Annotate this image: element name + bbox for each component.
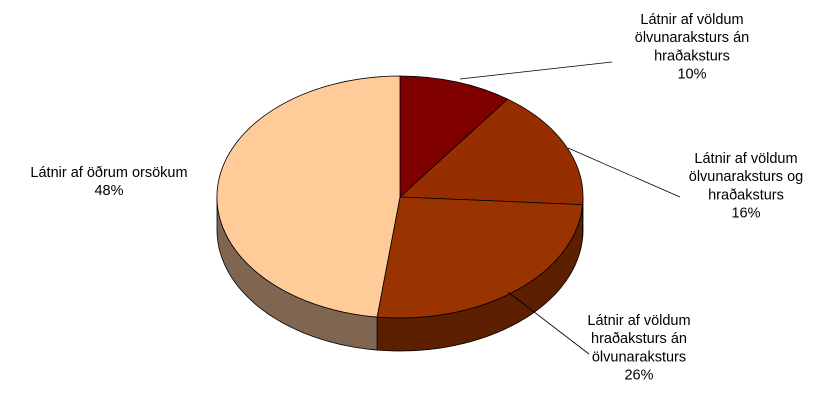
pie-slice-0 [399, 75, 508, 198]
slice-label: hraðaksturs [654, 48, 730, 64]
slice-label: ölvunaraksturs [592, 349, 686, 365]
slice-label: Látnir af völdum [587, 313, 690, 329]
slice-label: Látnir af völdum [640, 12, 743, 28]
leader-line [459, 61, 613, 80]
slice-label: Látnir af öðrum orsökum [30, 165, 187, 181]
leader-lines [459, 61, 681, 355]
pie-slices [216, 75, 584, 319]
slice-label: hraðaksturs [708, 187, 784, 203]
pie-slice-1 [399, 98, 584, 205]
slice-label: ölvunaraksturs án [635, 30, 749, 46]
leader-line [567, 147, 681, 198]
leader-line [507, 291, 590, 355]
slice-labels: Látnir af völdum ölvunaraksturs án hraðaks… [30, 12, 803, 384]
pie-slice-3 [216, 75, 401, 318]
slice-label: hraðaksturs án [591, 331, 687, 347]
pie-slice-2 [376, 196, 584, 319]
slice-value-label: 48% [94, 183, 123, 199]
slice-value-label: 26% [624, 368, 653, 384]
slice-label: ölvunaraksturs og [689, 169, 803, 185]
slice-value-label: 10% [677, 67, 706, 83]
slice-value-label: 16% [731, 206, 760, 222]
slice-label: Látnir af völdum [694, 151, 797, 167]
